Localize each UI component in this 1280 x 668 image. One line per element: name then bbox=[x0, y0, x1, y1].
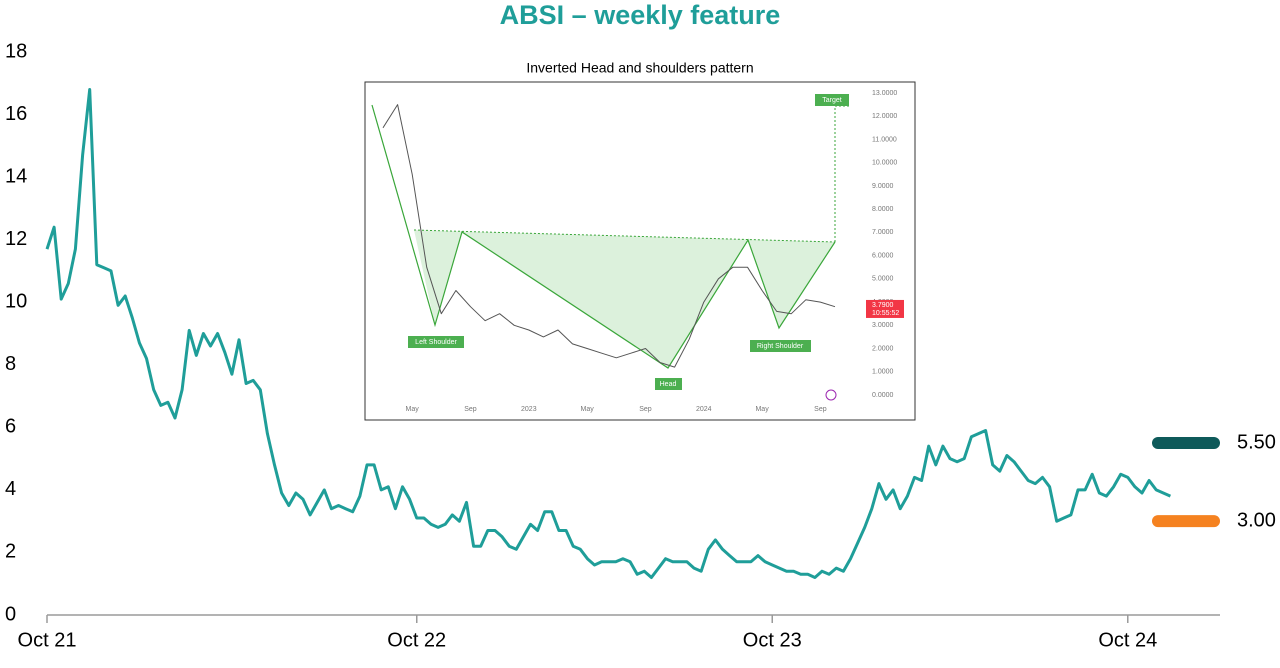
y-tick-label: 5.0000 bbox=[872, 276, 894, 283]
inset-title: Inverted Head and shoulders pattern bbox=[526, 60, 753, 76]
x-tick-label: 2024 bbox=[696, 406, 712, 413]
y-tick-label: 16 bbox=[5, 103, 27, 125]
label-box bbox=[750, 340, 811, 352]
y-tick-label: 8.0000 bbox=[872, 206, 894, 213]
y-tick-label: 9.0000 bbox=[872, 183, 894, 190]
y-tick-label: 3.0000 bbox=[872, 322, 894, 329]
y-tick-label: 12 bbox=[5, 228, 27, 250]
series-line bbox=[45, 88, 1172, 579]
label-box bbox=[655, 378, 682, 390]
annotation: Target bbox=[822, 97, 842, 104]
y-tick-label: 10 bbox=[5, 291, 27, 313]
x-tick-label: Oct 23 bbox=[743, 629, 802, 651]
chart-title: ABSI – weekly feature bbox=[500, 0, 781, 30]
x-tick-label: Oct 22 bbox=[387, 629, 446, 651]
label-box bbox=[408, 336, 464, 348]
x-tick-label: 2023 bbox=[521, 406, 537, 413]
x-tick-label: Sep bbox=[639, 406, 652, 413]
x-tick-label: May bbox=[406, 406, 420, 413]
logo-icon bbox=[825, 389, 837, 401]
annotation: Right Shoulder bbox=[757, 343, 804, 350]
price-tag bbox=[866, 299, 904, 318]
reference-label: 3.00 bbox=[1237, 509, 1276, 531]
y-tick-label: 6 bbox=[5, 416, 16, 438]
y-tick-label: 18 bbox=[5, 40, 27, 62]
price-tag-time: 10:55:52 bbox=[872, 310, 899, 317]
y-tick-label: 10.0000 bbox=[872, 160, 897, 167]
y-tick-label: 0 bbox=[5, 603, 16, 625]
x-tick-label: Sep bbox=[814, 406, 827, 413]
y-tick-label: 8 bbox=[5, 353, 16, 375]
y-tick-label: 6.0000 bbox=[872, 252, 894, 259]
y-tick-label: 7.0000 bbox=[872, 229, 894, 236]
x-tick-label: Oct 21 bbox=[18, 629, 77, 651]
reference-label: 5.50 bbox=[1237, 431, 1276, 453]
x-tick-label: Sep bbox=[464, 406, 477, 413]
y-tick-label: 2 bbox=[5, 541, 16, 563]
y-tick-label: 0.0000 bbox=[872, 392, 894, 399]
x-tick-label: May bbox=[755, 406, 769, 413]
label-box bbox=[815, 94, 849, 106]
y-tick-label: 2.0000 bbox=[872, 345, 894, 352]
y-tick-label: 14 bbox=[5, 165, 27, 187]
pattern-area bbox=[414, 230, 835, 368]
y-tick-label: 12.0000 bbox=[872, 113, 897, 120]
pattern-line bbox=[371, 104, 836, 369]
y-tick-label: 1.0000 bbox=[872, 369, 894, 376]
y-tick-label: 4 bbox=[5, 478, 16, 500]
annotation: Head bbox=[660, 381, 677, 388]
price-tag-label: 3.7900 bbox=[872, 302, 894, 309]
x-tick-label: Oct 24 bbox=[1098, 629, 1157, 651]
y-tick-label: 11.0000 bbox=[872, 136, 897, 143]
series-line bbox=[382, 104, 836, 368]
annotation: Left Shoulder bbox=[415, 339, 457, 346]
x-tick-label: May bbox=[581, 406, 595, 413]
y-tick-label: 13.0000 bbox=[872, 90, 897, 97]
